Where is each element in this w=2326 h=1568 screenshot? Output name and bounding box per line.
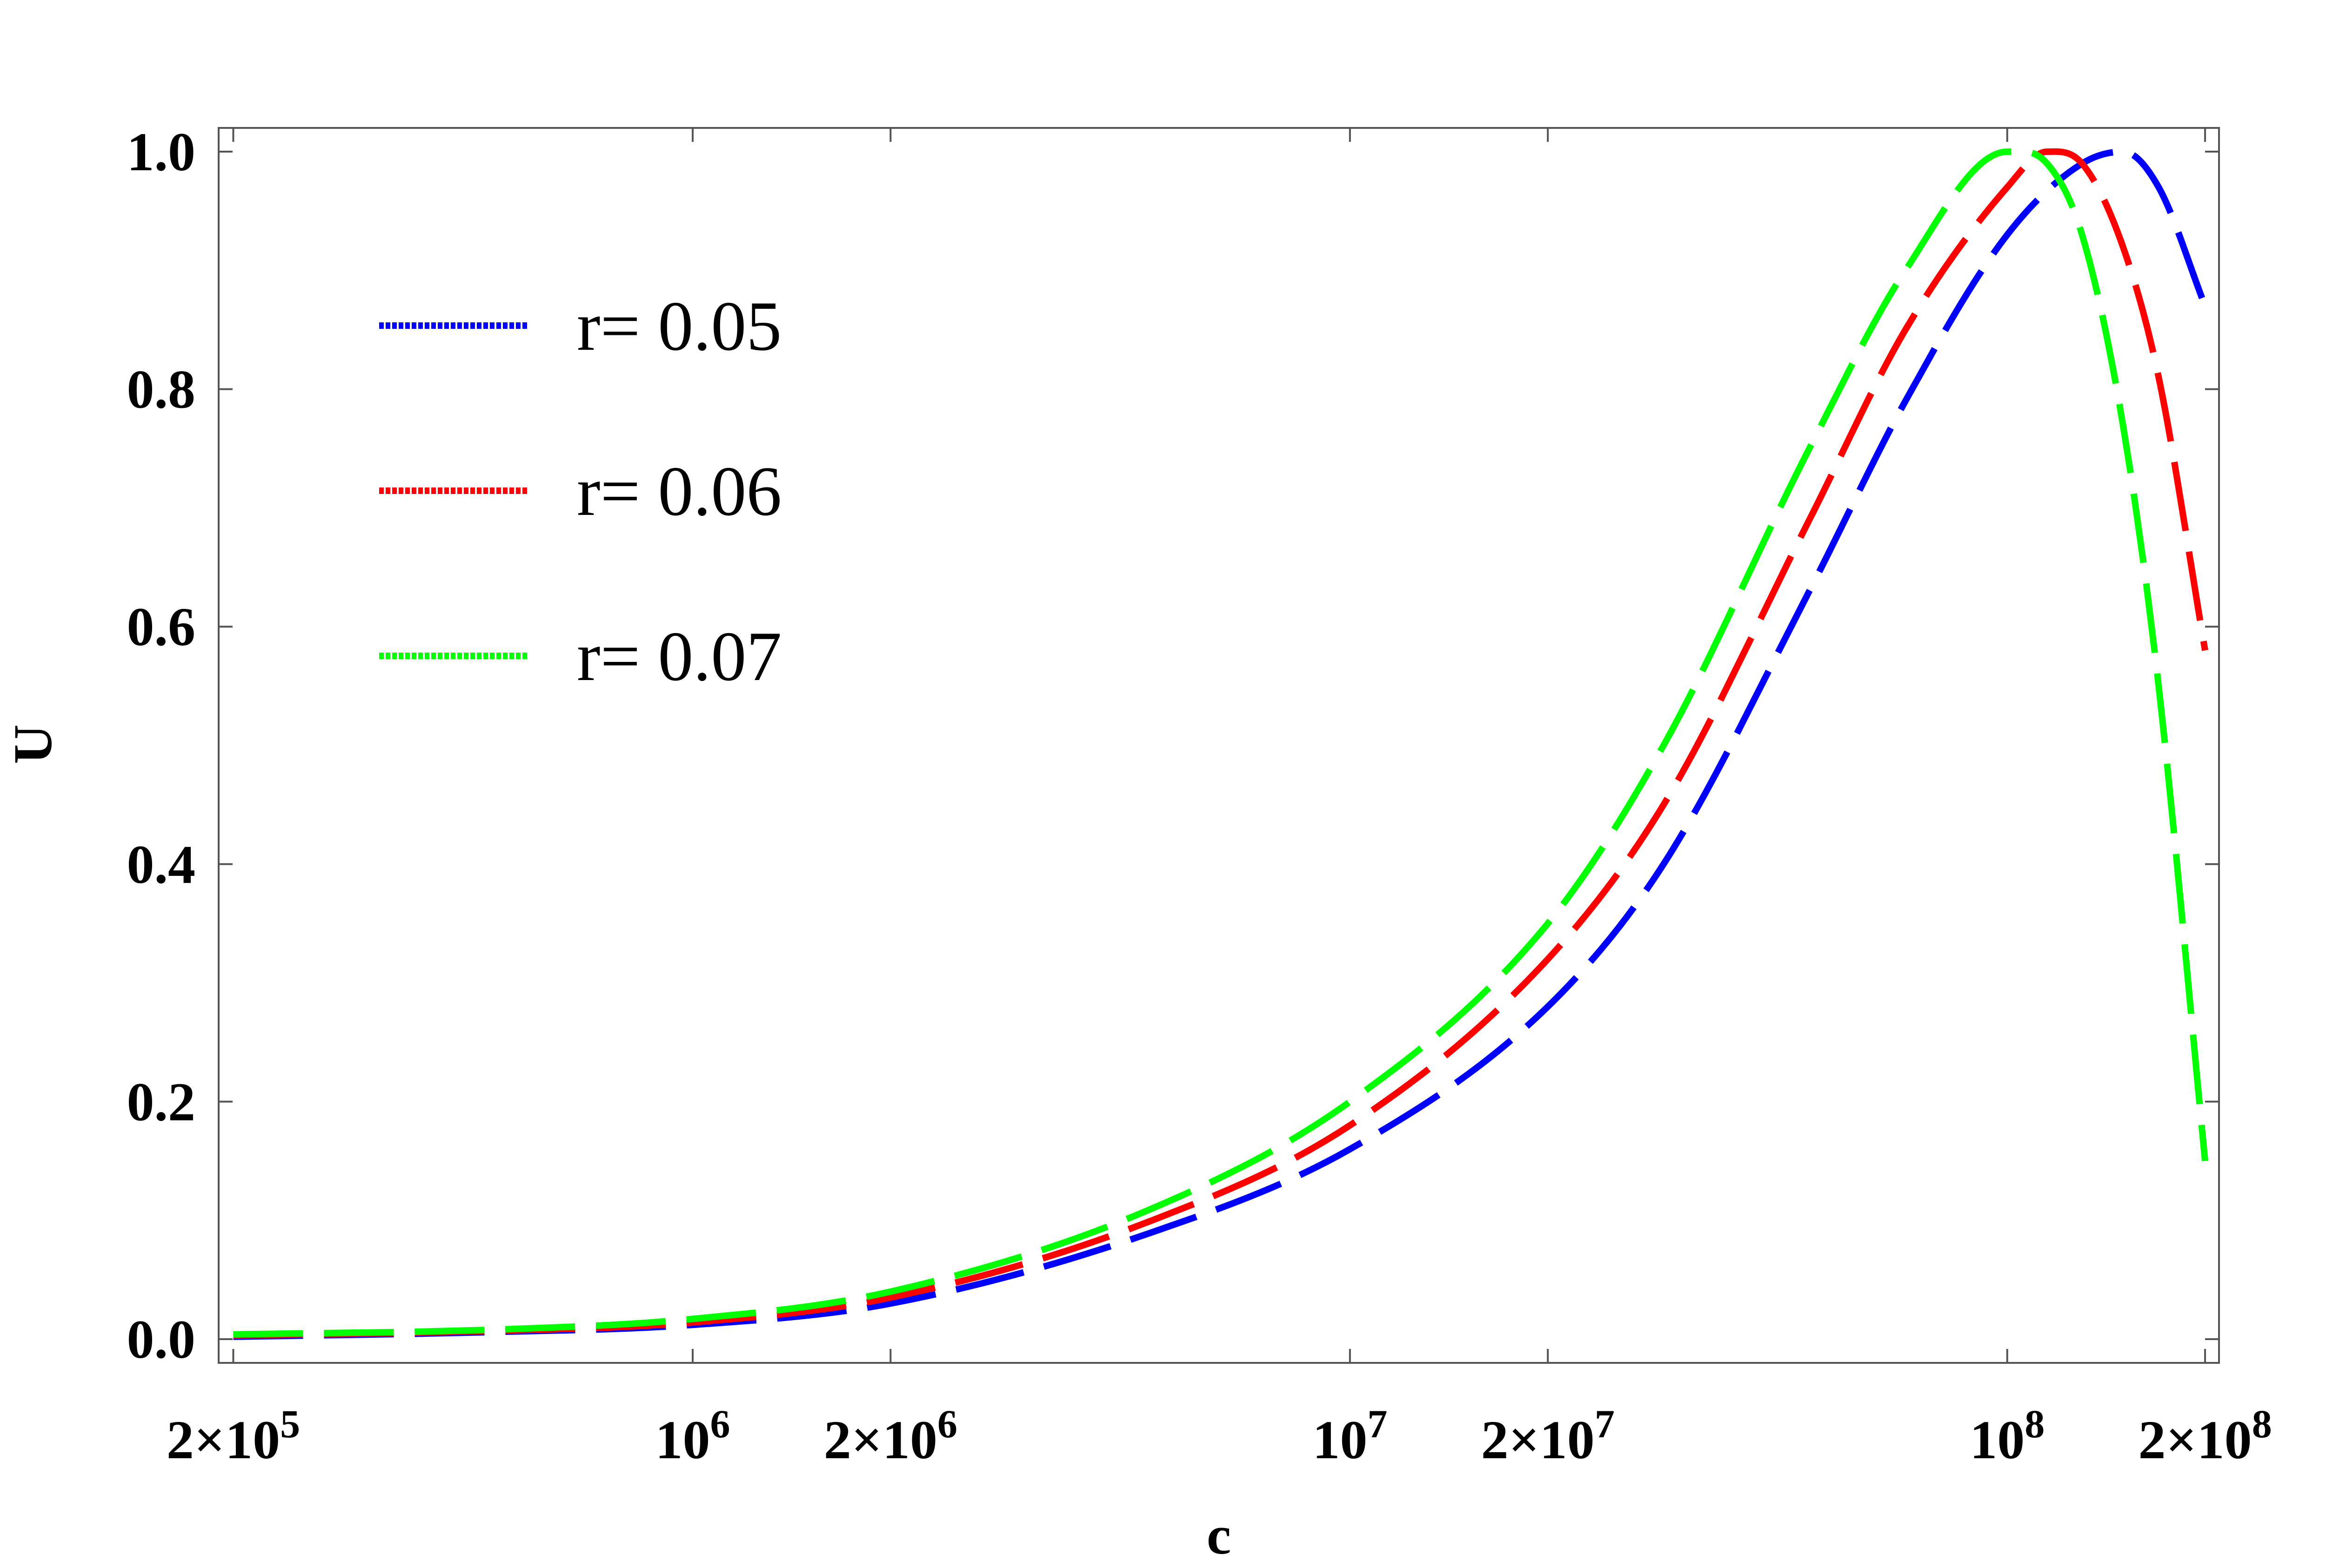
x-tick-label: 107: [1312, 1401, 1387, 1470]
x-tick-label: 108: [1970, 1401, 2045, 1470]
x-tick-label: 2×107: [1481, 1401, 1615, 1470]
y-axis-title: U: [2, 724, 63, 764]
series-line-3: [233, 148, 2209, 1338]
x-tick-label: 106: [655, 1401, 730, 1470]
y-axis-ticks: 0.0 0.2 0.4 0.6 0.8 1.0: [127, 121, 2219, 1370]
series-line-2: [233, 148, 2209, 1339]
y-tick-label: 1.0: [127, 121, 196, 182]
legend: r= 0.05 r= 0.06 r= 0.07: [379, 287, 782, 695]
series-lines: [233, 148, 2209, 1340]
plot-frame: [218, 127, 2220, 1364]
y-tick-label: 0.4: [127, 834, 196, 895]
y-tick-label: 0.2: [127, 1071, 196, 1132]
y-tick-label: 0.8: [127, 359, 196, 420]
x-axis-ticks: 2×105 106 2×106 107 2×107 108 2×108: [167, 128, 2272, 1470]
x-axis-title: c: [1207, 1505, 1231, 1566]
x-tick-label: 2×105: [167, 1401, 300, 1470]
y-tick-label: 0.0: [127, 1309, 196, 1370]
x-tick-label: 2×106: [824, 1401, 957, 1470]
legend-label: r= 0.05: [577, 287, 782, 365]
legend-label: r= 0.06: [577, 452, 782, 530]
legend-label: r= 0.07: [577, 617, 782, 695]
y-tick-label: 0.6: [127, 596, 196, 657]
x-tick-label: 2×108: [2138, 1401, 2272, 1470]
